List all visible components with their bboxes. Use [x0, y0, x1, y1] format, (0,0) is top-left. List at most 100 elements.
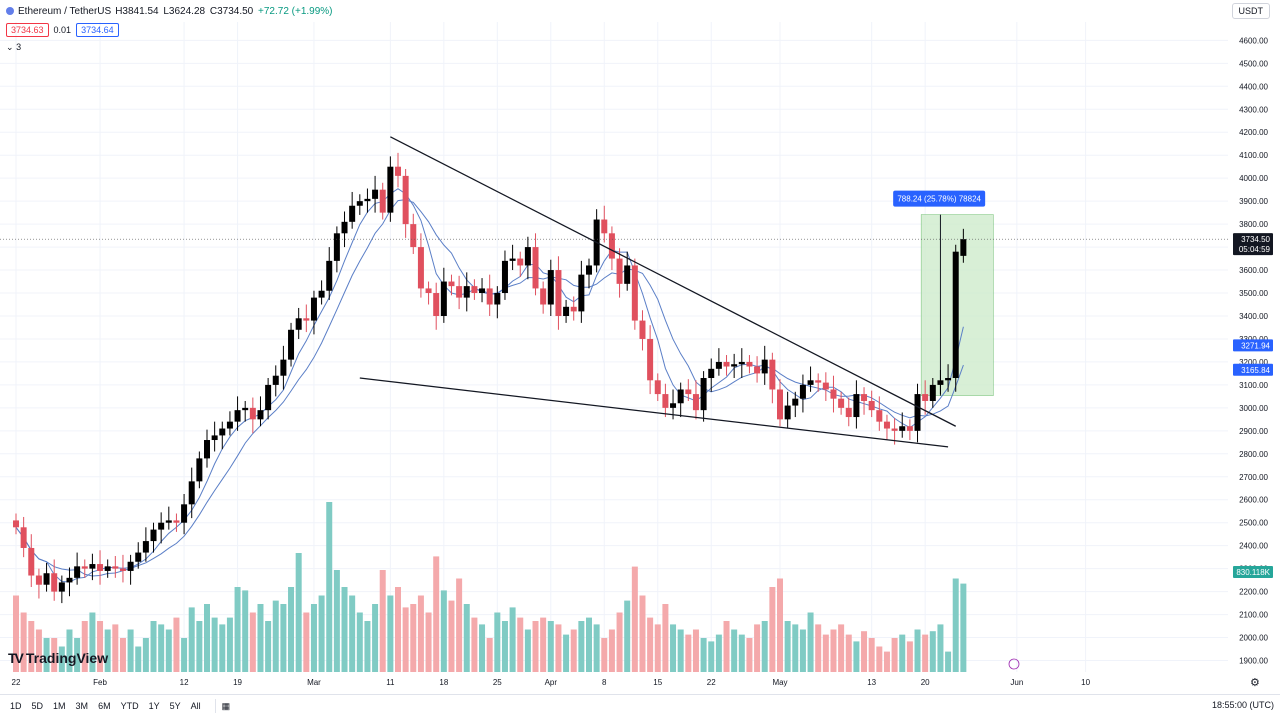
volume-bar	[708, 641, 715, 672]
volume-bar	[891, 638, 898, 672]
candle-body	[876, 410, 883, 422]
volume-bar	[333, 570, 340, 672]
candle-body	[815, 380, 822, 383]
volume-bar	[89, 612, 96, 672]
timeframe-all[interactable]: All	[190, 701, 201, 711]
calendar-icon[interactable]: ▦	[221, 700, 231, 711]
timeframe-5d[interactable]: 5D	[31, 701, 44, 711]
candle-body	[448, 281, 455, 287]
tradingview-logo-text: TradingView	[25, 650, 109, 666]
volume-bar	[952, 578, 959, 672]
candle-body	[471, 286, 478, 294]
volume-bar	[586, 617, 592, 672]
candle-body	[58, 582, 65, 592]
candle-body	[440, 281, 447, 316]
gear-icon[interactable]: ⚙	[1250, 677, 1260, 689]
buy-price-button[interactable]: 3734.64	[76, 23, 119, 37]
volume-bar	[74, 638, 81, 672]
indicators-count: 3	[16, 42, 22, 52]
volume-bar	[310, 604, 317, 672]
volume-bar	[35, 629, 42, 672]
volume-bar	[799, 629, 806, 672]
price-tick-label: 2200.00	[1239, 588, 1268, 597]
volume-bar	[540, 617, 547, 672]
candle-body	[211, 435, 218, 441]
candle-body	[333, 233, 340, 261]
time-tick-label: 12	[180, 678, 189, 687]
time-tick-label: 18	[439, 678, 448, 687]
candle-body	[555, 270, 562, 316]
price-tick-label: 2000.00	[1239, 634, 1268, 643]
candle-body	[540, 288, 547, 305]
clock-time[interactable]: 18:55:00 (UTC)	[1211, 700, 1274, 710]
candle-body	[769, 359, 776, 390]
sell-price-button[interactable]: 3734.63	[6, 23, 49, 37]
lightning-icon[interactable]	[1008, 658, 1020, 670]
volume-bar	[28, 621, 35, 672]
volume-bar	[158, 624, 165, 672]
timeframe-5y[interactable]: 5Y	[169, 701, 181, 711]
volume-bar	[524, 629, 531, 672]
volume-bar	[433, 556, 440, 672]
timeframe-ytd[interactable]: YTD	[120, 701, 139, 711]
volume-bar	[608, 629, 615, 672]
timeframe-1y[interactable]: 1Y	[148, 701, 160, 711]
candle-body	[945, 378, 952, 381]
volume-bar	[142, 638, 149, 672]
volume-bar	[150, 621, 157, 672]
volume-bar	[425, 612, 432, 672]
volume-bar	[647, 617, 654, 672]
volume-bar	[318, 595, 325, 672]
candle-body	[165, 520, 172, 523]
volume-bar	[272, 600, 279, 672]
volume-bar	[761, 621, 768, 672]
volume-bar	[440, 590, 447, 672]
volume-bar	[639, 595, 646, 672]
candle-body	[265, 384, 272, 411]
candle-body	[364, 198, 371, 202]
tradingview-logo-icon: TV	[8, 650, 24, 666]
time-tick-label: 13	[867, 678, 876, 687]
volume-bar	[754, 624, 761, 672]
indicators-toggle[interactable]: ⌄ 3	[6, 42, 21, 53]
volume-bar	[662, 604, 669, 672]
candle-body	[570, 306, 577, 312]
ohlc-high: H3841.54	[115, 5, 159, 17]
volume-bar	[677, 629, 684, 672]
time-tick-label: 22	[707, 678, 716, 687]
candle-body	[433, 293, 440, 316]
candle-body	[395, 166, 401, 176]
ohlc-change: +72.72 (+1.99%)	[258, 5, 333, 17]
volume-bar	[945, 651, 952, 672]
candle-body	[20, 527, 27, 548]
candle-body	[746, 361, 753, 367]
volume-bar	[486, 638, 493, 672]
time-tick-label: 15	[653, 678, 662, 687]
candle-body	[731, 364, 738, 367]
candle-body	[181, 504, 188, 523]
time-tick-label: 22	[12, 678, 21, 687]
symbol-title[interactable]: Ethereum / TetherUS	[18, 5, 112, 17]
volume-bar	[723, 621, 730, 672]
candle-body	[738, 361, 745, 365]
moving-average-line	[15, 199, 964, 577]
candle-body	[288, 329, 295, 360]
tradingview-logo[interactable]: TV TradingView	[8, 650, 108, 666]
candle-body	[861, 394, 868, 401]
volume-bar	[815, 624, 822, 672]
candle-body	[616, 258, 623, 284]
price-tick-label: 2500.00	[1239, 519, 1268, 528]
currency-selector[interactable]: USDT	[1231, 3, 1270, 19]
ma-slow-tag: 3165.84	[1241, 366, 1270, 375]
timeframe-6m[interactable]: 6M	[98, 701, 111, 711]
trendline	[359, 377, 949, 448]
price-tick-label: 3200.00	[1239, 358, 1268, 367]
timeframe-1d[interactable]: 1D	[10, 701, 22, 711]
volume-bar	[593, 624, 600, 672]
volume-bar	[517, 617, 524, 672]
timeframe-1m[interactable]: 1M	[53, 701, 66, 711]
candle-body	[249, 407, 256, 420]
volume-bar	[570, 629, 577, 672]
timeframe-3m[interactable]: 3M	[75, 701, 89, 711]
